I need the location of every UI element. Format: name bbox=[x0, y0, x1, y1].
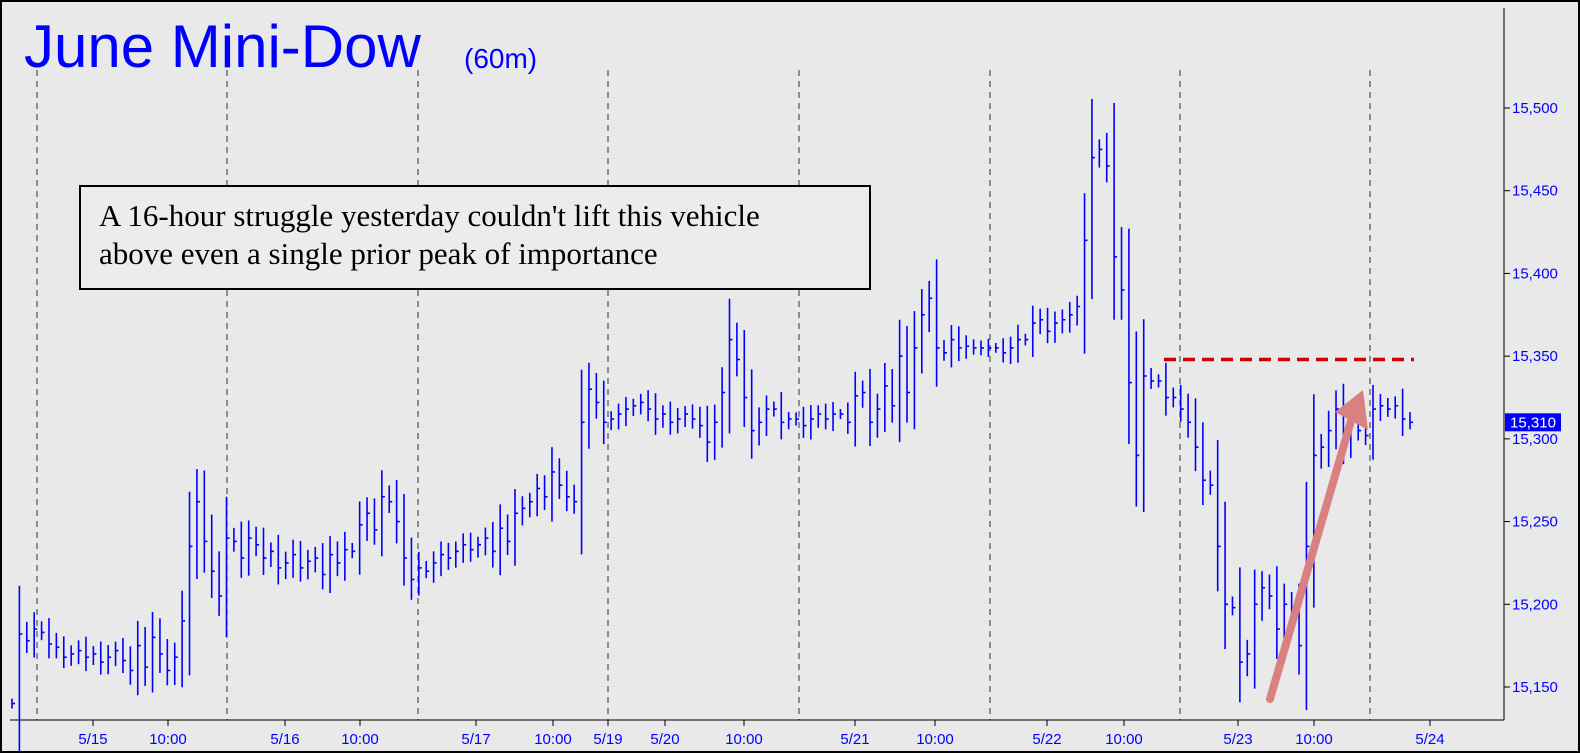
x-tick-label: 5/24 bbox=[1415, 731, 1444, 748]
trend-arrow-head bbox=[1335, 390, 1368, 430]
y-tick-label: 15,450 bbox=[1512, 183, 1558, 200]
x-tick-label: 5/23 bbox=[1223, 731, 1252, 748]
price-series bbox=[11, 98, 1413, 751]
x-tick-label: 10:00 bbox=[341, 731, 379, 748]
x-tick-label: 5/21 bbox=[840, 731, 869, 748]
annotation-line-2: above even a single prior peak of import… bbox=[99, 236, 658, 271]
last-price-marker bbox=[1505, 413, 1561, 432]
y-tick-label: 15,400 bbox=[1512, 265, 1558, 282]
y-tick-label: 15,350 bbox=[1512, 348, 1558, 365]
session-grid bbox=[36, 70, 1371, 720]
trend-arrow-shaft bbox=[1266, 417, 1355, 703]
x-tick-label: 10:00 bbox=[1105, 731, 1143, 748]
annotation-line-1: A 16-hour struggle yesterday couldn't li… bbox=[99, 198, 760, 233]
x-tick-label: 5/19 bbox=[593, 731, 622, 748]
x-tick-label: 10:00 bbox=[534, 731, 572, 748]
overlays bbox=[1164, 357, 1414, 703]
y-tick-label: 15,300 bbox=[1512, 431, 1558, 448]
tick-labels: 15,150 15,200 15,250 15,300 15,350 15,400 15,4… bbox=[78, 100, 1561, 748]
axes bbox=[10, 8, 1510, 726]
x-tick-label: 10:00 bbox=[725, 731, 763, 748]
x-tick-label: 10:00 bbox=[916, 731, 954, 748]
y-tick-label: 15,200 bbox=[1512, 596, 1558, 613]
y-tick-label: 15,500 bbox=[1512, 100, 1558, 117]
y-tick-label: 15,150 bbox=[1512, 679, 1558, 696]
x-tick-label: 5/17 bbox=[461, 731, 490, 748]
annotation-box: A 16-hour struggle yesterday couldn't li… bbox=[79, 185, 871, 290]
last-price-label: 15,310 bbox=[1510, 414, 1556, 431]
x-tick-label: 5/20 bbox=[650, 731, 679, 748]
x-tick-label: 10:00 bbox=[1295, 731, 1333, 748]
chart-subtitle: (60m) bbox=[464, 43, 538, 74]
x-tick-label: 5/22 bbox=[1032, 731, 1061, 748]
x-tick-label: 5/15 bbox=[78, 731, 107, 748]
x-tick-label: 10:00 bbox=[149, 731, 187, 748]
chart-title: June Mini-Dow bbox=[24, 13, 421, 80]
y-tick-label: 15,250 bbox=[1512, 514, 1558, 531]
x-tick-label: 5/16 bbox=[270, 731, 299, 748]
